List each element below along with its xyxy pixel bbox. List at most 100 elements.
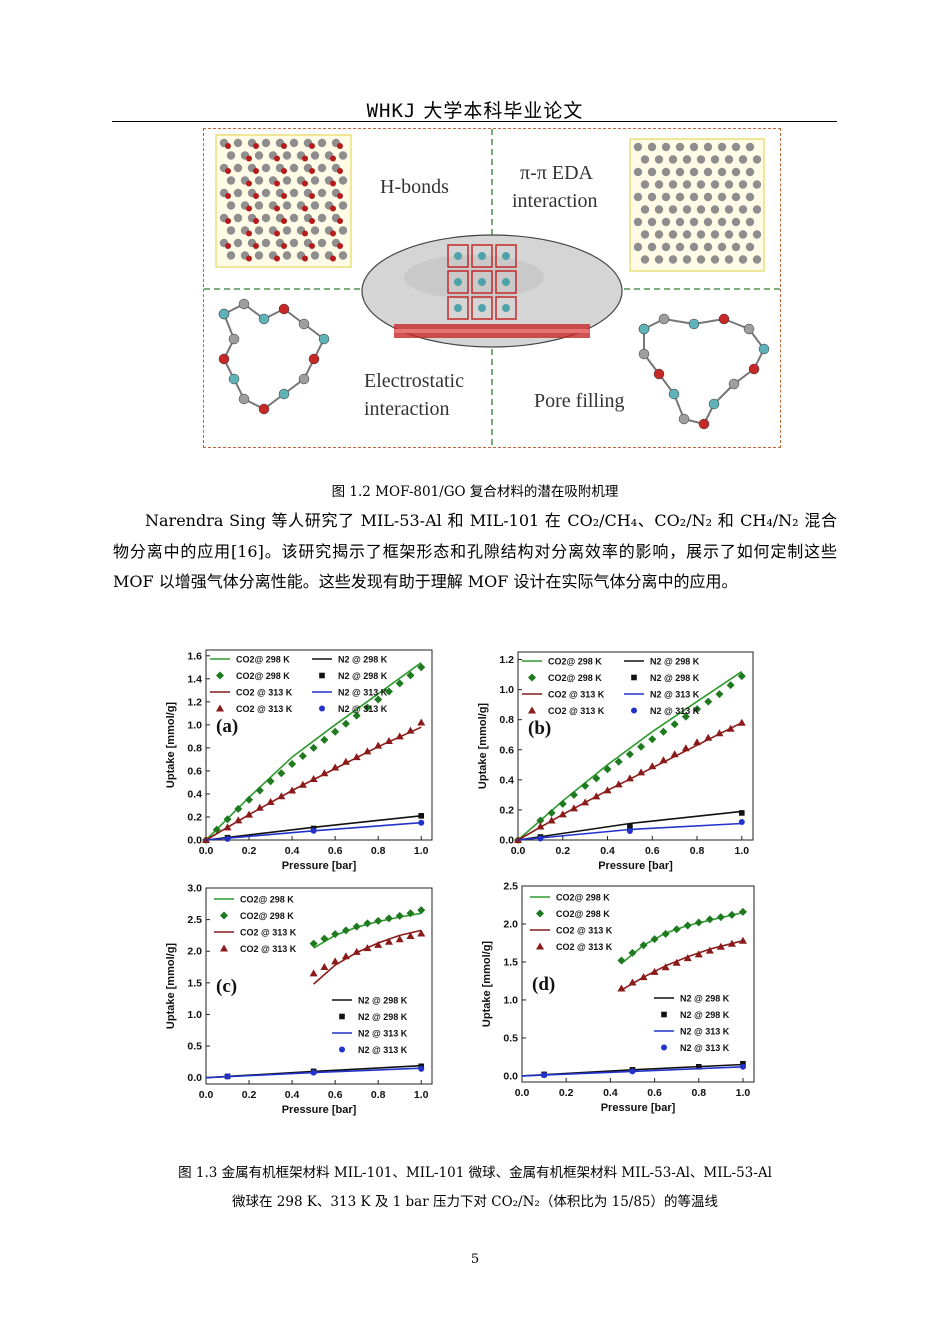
header-latin: WHKJ bbox=[366, 100, 417, 122]
oxygen-atom bbox=[337, 143, 343, 149]
carbon-atom bbox=[752, 205, 762, 214]
oxygen-atom bbox=[281, 243, 287, 249]
oxygen-atom bbox=[274, 230, 280, 237]
oxygen-atom bbox=[253, 168, 259, 174]
data-point bbox=[683, 954, 692, 962]
carbon-atom bbox=[261, 238, 271, 248]
carbon-atom bbox=[338, 251, 348, 260]
carbon-atom bbox=[752, 155, 762, 164]
atom bbox=[658, 313, 670, 325]
y-tick-label: 1.2 bbox=[499, 654, 514, 666]
y-tick-label: 0.0 bbox=[187, 835, 202, 847]
y-tick-label: 0.5 bbox=[187, 1041, 202, 1053]
data-point bbox=[627, 823, 633, 830]
oxygen-atom bbox=[246, 155, 252, 162]
legend-label: CO2 @ 313 K bbox=[236, 704, 293, 714]
legend-label: CO2@ 298 K bbox=[556, 893, 610, 903]
data-point bbox=[740, 1060, 746, 1067]
carbon-atom bbox=[668, 230, 678, 239]
data-point bbox=[693, 705, 702, 714]
carbon-atom bbox=[661, 217, 671, 227]
carbon-atom bbox=[731, 192, 741, 202]
y-tick-label: 1.0 bbox=[499, 684, 514, 696]
carbon-atom bbox=[282, 151, 292, 160]
figure-1-2-caption: 图 1.2 MOF-801/GO 复合材料的潜在吸附机理 bbox=[331, 484, 619, 500]
data-point bbox=[672, 958, 681, 966]
page-header: WHKJ 大学本科毕业论文 bbox=[0, 96, 950, 123]
legend-marker bbox=[661, 1011, 667, 1018]
data-point bbox=[309, 939, 318, 948]
go-sheet-left bbox=[215, 134, 352, 268]
carbon-atom bbox=[261, 188, 271, 198]
x-axis-label: Pressure [bar] bbox=[601, 1102, 676, 1114]
oxygen-atom bbox=[225, 193, 231, 199]
legend-label: N2 @ 298 K bbox=[680, 1010, 730, 1020]
mof-cage bbox=[471, 270, 493, 294]
carbon-atom bbox=[654, 255, 664, 264]
carbon-atom bbox=[233, 238, 243, 248]
data-point bbox=[715, 729, 724, 737]
figure-1-3-caption-line2: 微球在 298 K、313 K 及 1 bar 压力下对 CO₂/N₂（体积比为… bbox=[231, 1194, 719, 1210]
carbon-atom bbox=[682, 205, 692, 214]
atom bbox=[638, 323, 650, 335]
data-point bbox=[417, 929, 426, 937]
y-tick-label: 2.0 bbox=[503, 918, 518, 930]
x-axis-label: Pressure [bar] bbox=[598, 860, 673, 872]
data-point bbox=[603, 765, 612, 774]
data-point bbox=[341, 719, 350, 728]
data-point bbox=[661, 963, 670, 971]
carbon-atom bbox=[745, 192, 755, 202]
carbon-atom bbox=[233, 213, 243, 223]
oxygen-atom bbox=[225, 243, 231, 249]
legend-marker bbox=[528, 673, 536, 682]
legend-label: N2 @ 298 K bbox=[680, 994, 730, 1004]
data-point bbox=[738, 907, 747, 916]
body-paragraph: Narendra Sing 等人研究了 MIL-53-Al 和 MIL-101 … bbox=[113, 511, 837, 591]
data-point bbox=[716, 942, 725, 950]
atom bbox=[278, 303, 290, 315]
carbon-atom bbox=[310, 251, 320, 260]
data-point bbox=[341, 926, 350, 935]
legend-marker bbox=[339, 1046, 345, 1053]
oxygen-atom bbox=[309, 243, 315, 249]
data-point bbox=[738, 818, 745, 825]
data-point bbox=[352, 753, 361, 761]
data-point bbox=[625, 750, 634, 759]
chart-panel: 0.0 0.2 0.4 0.6 0.8 1.0 0.0 0.5 1.0 1.5 2.0 2.5 3.0 P… bbox=[165, 883, 433, 1116]
data-point bbox=[737, 672, 746, 681]
oxygen-atom bbox=[274, 155, 280, 162]
metal-node bbox=[478, 278, 486, 286]
metal-node bbox=[454, 304, 462, 312]
data-point bbox=[650, 967, 659, 975]
atom bbox=[708, 398, 720, 410]
carbon-atom bbox=[696, 255, 706, 264]
data-point bbox=[266, 798, 275, 805]
legend-label: N2 @ 313 K bbox=[650, 706, 700, 716]
figure-1-2-graphic: H-bonds π-π EDA interaction Electrostati… bbox=[204, 129, 780, 447]
carbon-atom bbox=[668, 180, 678, 189]
header-title: 大学本科毕业论文 bbox=[423, 100, 584, 122]
data-point bbox=[705, 946, 714, 954]
carbon-atom bbox=[724, 205, 734, 214]
legend-label: CO2 @ 313 K bbox=[548, 690, 605, 700]
series-line bbox=[620, 911, 744, 965]
y-axis-label: Uptake [mmol/g] bbox=[477, 703, 489, 790]
legend-label: N2 @ 313 K bbox=[650, 690, 700, 700]
atom bbox=[638, 348, 650, 360]
carbon-atom bbox=[731, 142, 741, 152]
data-point bbox=[309, 743, 318, 752]
data-point bbox=[639, 973, 648, 981]
x-tick-label: 0.0 bbox=[515, 1087, 530, 1099]
carbon-atom bbox=[289, 238, 299, 248]
atom bbox=[238, 393, 250, 405]
carbon-atom bbox=[261, 213, 271, 223]
x-tick-label: 0.8 bbox=[691, 1087, 706, 1099]
carbon-atom bbox=[654, 155, 664, 164]
x-tick-label: 0.8 bbox=[371, 1089, 386, 1101]
legend-marker bbox=[220, 911, 228, 920]
legend-marker bbox=[631, 674, 637, 681]
carbon-atom bbox=[338, 226, 348, 235]
mof-cage bbox=[471, 296, 493, 320]
carbon-atom bbox=[633, 192, 643, 202]
data-point bbox=[694, 918, 703, 927]
